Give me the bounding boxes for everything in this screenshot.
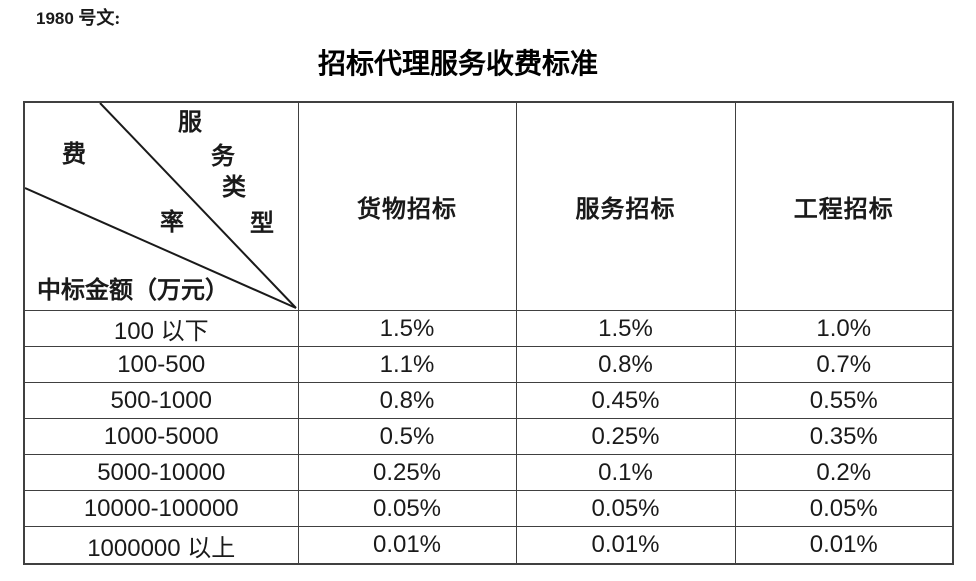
fee-value: 0.1% — [515, 454, 736, 491]
fee-value: 1.5% — [297, 310, 517, 347]
corner-service-type-char: 类 — [222, 175, 246, 201]
row-label: 100-500 — [23, 346, 299, 383]
header-row: 服 务 类 型 费 率 中标金额（万元） 货物招标 服务招标 工程招标 — [23, 101, 954, 311]
fee-value: 0.01% — [515, 526, 736, 565]
row-label: 1000-5000 — [23, 418, 299, 455]
row-label: 5000-10000 — [23, 454, 299, 491]
fee-value: 0.25% — [515, 418, 736, 455]
column-header-services: 服务招标 — [515, 101, 736, 311]
diagonal-lines — [25, 103, 297, 309]
fee-value: 0.01% — [734, 526, 954, 565]
fee-value: 0.05% — [297, 490, 517, 527]
fee-value: 0.01% — [297, 526, 517, 565]
doc-number-label: 号文: — [73, 8, 121, 28]
corner-service-type-char: 务 — [211, 144, 235, 170]
doc-number: 1980 — [36, 9, 74, 28]
table-row: 1000-5000 0.5% 0.25% 0.35% — [23, 418, 954, 455]
page-title: 招标代理服务收费标准 — [317, 49, 598, 80]
fee-table: 服 务 类 型 费 率 中标金额（万元） 货物招标 服务招标 工程招标 100 … — [23, 101, 954, 565]
column-header-works: 工程招标 — [734, 101, 954, 311]
row-label: 10000-100000 — [23, 490, 299, 527]
fee-value: 0.25% — [297, 454, 517, 491]
fee-value: 0.8% — [297, 382, 517, 419]
doc-number-note: 1980 号文: — [36, 4, 120, 30]
fee-value: 0.7% — [734, 346, 954, 383]
fee-value: 0.2% — [734, 454, 954, 491]
fee-value: 0.5% — [297, 418, 517, 455]
table-row: 100-500 1.1% 0.8% 0.7% — [23, 346, 954, 383]
fee-value: 0.8% — [515, 346, 736, 383]
fee-value: 0.05% — [515, 490, 736, 527]
fee-value: 1.1% — [297, 346, 517, 383]
fee-value: 0.55% — [734, 382, 954, 419]
table-row: 1000000 以上 0.01% 0.01% 0.01% — [23, 526, 954, 565]
row-label: 100 以下 — [23, 310, 299, 347]
row-label: 500-1000 — [23, 382, 299, 419]
corner-fee-rate-char: 率 — [160, 210, 184, 236]
fee-value: 0.35% — [734, 418, 954, 455]
fee-value: 1.0% — [734, 310, 954, 347]
row-label: 1000000 以上 — [23, 526, 299, 565]
column-header-goods: 货物招标 — [297, 101, 517, 311]
corner-fee-rate-char: 费 — [62, 142, 86, 168]
table-row: 10000-100000 0.05% 0.05% 0.05% — [23, 490, 954, 527]
fee-value: 0.45% — [515, 382, 736, 419]
diagonal-header-cell: 服 务 类 型 费 率 中标金额（万元） — [23, 101, 299, 311]
table-row: 100 以下 1.5% 1.5% 1.0% — [23, 310, 954, 347]
table-row: 5000-10000 0.25% 0.1% 0.2% — [23, 454, 954, 491]
corner-service-type-char: 型 — [250, 211, 274, 237]
corner-service-type-char: 服 — [178, 110, 202, 136]
corner-amount-label: 中标金额（万元） — [37, 278, 229, 304]
fee-value: 0.05% — [734, 490, 954, 527]
fee-value: 1.5% — [515, 310, 736, 347]
table-row: 500-1000 0.8% 0.45% 0.55% — [23, 382, 954, 419]
